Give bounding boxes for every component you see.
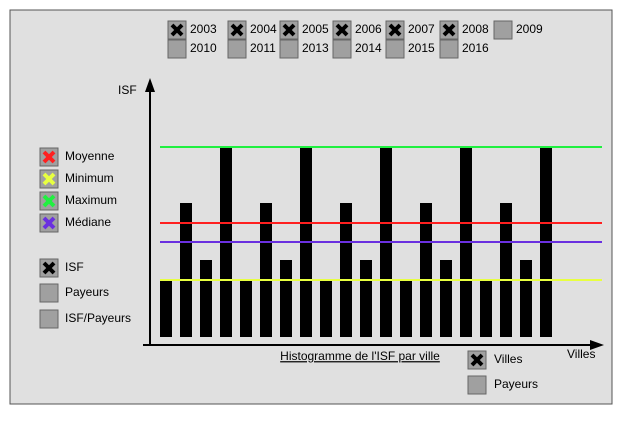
- year-checkbox[interactable]: [167, 39, 187, 59]
- year-label: 2008: [462, 22, 489, 36]
- year-checkbox-x: [282, 23, 296, 37]
- x-arrow: [590, 340, 604, 350]
- bar: [280, 260, 292, 337]
- year-label: 2011: [250, 41, 276, 55]
- year-checkbox[interactable]: [227, 39, 247, 59]
- year-label: 2015: [408, 41, 435, 55]
- group-checkbox[interactable]: [467, 375, 487, 395]
- group-label: Payeurs: [494, 377, 538, 391]
- bar: [200, 260, 212, 337]
- year-label: 2007: [408, 22, 435, 36]
- reference-label: Maximum: [65, 193, 117, 207]
- chart-title: Histogramme de l'ISF par ville: [280, 349, 440, 363]
- measure-label: ISF: [65, 260, 84, 274]
- year-label: 2003: [190, 22, 217, 36]
- year-checkbox[interactable]: [493, 20, 513, 40]
- bar: [260, 203, 272, 337]
- group-label: Villes: [494, 352, 522, 366]
- y-axis-label: ISF: [118, 83, 137, 97]
- y-arrow: [145, 78, 155, 92]
- year-label: 2010: [190, 41, 217, 55]
- year-label: 2009: [516, 22, 543, 36]
- measure-label: ISF/Payeurs: [65, 311, 131, 325]
- year-checkbox[interactable]: [332, 39, 352, 59]
- measure-label: Payeurs: [65, 285, 109, 299]
- bar: [240, 280, 252, 337]
- bar: [160, 280, 172, 337]
- year-checkbox[interactable]: [439, 39, 459, 59]
- year-label: 2006: [355, 22, 382, 36]
- year-label: 2014: [355, 41, 382, 55]
- bar: [400, 280, 412, 337]
- reference-label: Moyenne: [65, 149, 115, 163]
- year-label: 2005: [302, 22, 329, 36]
- reference-toggle-x: [42, 172, 56, 186]
- reference-label: Médiane: [65, 215, 111, 229]
- year-label: 2013: [302, 41, 329, 55]
- reference-label: Minimum: [65, 171, 114, 185]
- year-label: 2016: [462, 41, 489, 55]
- group-checkbox-x: [470, 353, 484, 367]
- bar: [500, 203, 512, 337]
- reference-toggle-x: [42, 150, 56, 164]
- bar: [360, 260, 372, 337]
- bar: [520, 260, 532, 337]
- measure-checkbox-x: [42, 261, 56, 275]
- bar: [440, 260, 452, 337]
- year-label: 2004: [250, 22, 277, 36]
- bar: [340, 203, 352, 337]
- year-checkbox-x: [442, 23, 456, 37]
- year-checkbox-x: [230, 23, 244, 37]
- year-checkbox[interactable]: [385, 39, 405, 59]
- year-checkbox-x: [335, 23, 349, 37]
- reference-toggle-x: [42, 194, 56, 208]
- bar: [480, 280, 492, 337]
- bar: [180, 203, 192, 337]
- measure-checkbox[interactable]: [39, 309, 59, 329]
- year-checkbox[interactable]: [279, 39, 299, 59]
- year-checkbox-x: [388, 23, 402, 37]
- year-checkbox-x: [170, 23, 184, 37]
- bar: [320, 280, 332, 337]
- x-axis-label: Villes: [567, 347, 595, 361]
- measure-checkbox[interactable]: [39, 283, 59, 303]
- reference-toggle-x: [42, 216, 56, 230]
- bar: [420, 203, 432, 337]
